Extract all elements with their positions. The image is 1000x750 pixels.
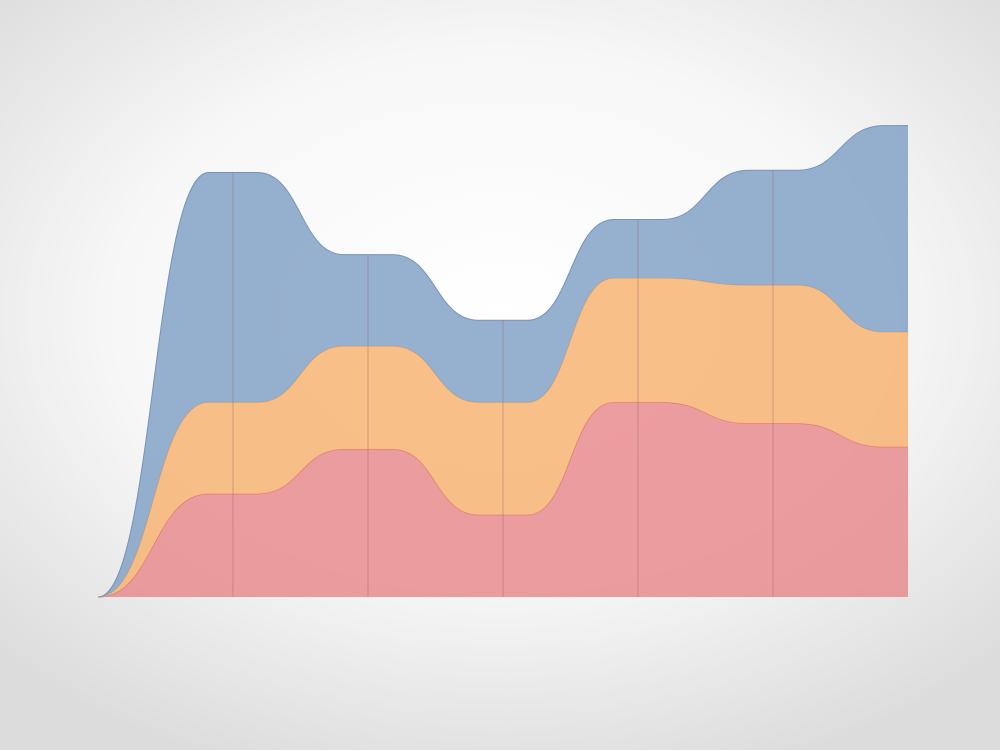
area-series-1 bbox=[98, 402, 908, 597]
area-series-group bbox=[97, 125, 908, 598]
area-series-2 bbox=[98, 278, 908, 597]
area-series-3 bbox=[98, 125, 908, 597]
area-series-3-edge bbox=[97, 125, 908, 598]
vertical-gridlines bbox=[232, 170, 774, 597]
